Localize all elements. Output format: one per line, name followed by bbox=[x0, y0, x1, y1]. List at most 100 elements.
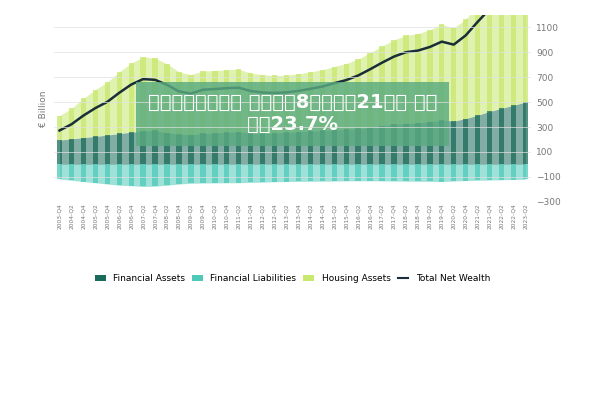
Bar bbox=[57, 116, 62, 140]
Bar bbox=[391, 124, 397, 164]
Bar bbox=[332, 164, 337, 181]
Bar bbox=[92, 164, 98, 183]
Bar bbox=[176, 134, 182, 164]
Bar bbox=[427, 30, 433, 122]
Bar bbox=[391, 164, 397, 181]
Bar bbox=[164, 133, 170, 164]
Bar bbox=[140, 57, 146, 131]
Bar bbox=[128, 132, 134, 164]
Bar bbox=[284, 132, 289, 164]
Bar bbox=[81, 98, 86, 138]
Bar bbox=[236, 69, 241, 132]
Bar bbox=[463, 164, 469, 180]
Bar bbox=[236, 164, 241, 183]
Bar bbox=[355, 164, 361, 181]
Bar bbox=[128, 63, 134, 132]
Bar bbox=[92, 90, 98, 136]
Bar bbox=[463, 118, 469, 164]
Bar bbox=[427, 164, 433, 181]
Bar bbox=[224, 132, 229, 164]
Bar bbox=[176, 72, 182, 134]
Bar bbox=[69, 164, 74, 180]
Bar bbox=[499, 164, 504, 180]
Bar bbox=[499, 0, 504, 108]
Bar bbox=[188, 164, 194, 183]
Bar bbox=[403, 36, 409, 124]
Legend: Financial Assets, Financial Liabilities, Housing Assets, Total Net Wealth: Financial Assets, Financial Liabilities,… bbox=[91, 270, 494, 287]
Bar bbox=[415, 164, 421, 181]
Bar bbox=[308, 72, 313, 131]
Bar bbox=[511, 0, 516, 105]
Bar bbox=[104, 135, 110, 164]
Bar bbox=[57, 140, 62, 164]
Bar bbox=[511, 164, 516, 180]
Bar bbox=[320, 70, 325, 130]
Bar bbox=[116, 164, 122, 185]
Bar bbox=[212, 164, 218, 183]
Bar bbox=[164, 164, 170, 185]
Bar bbox=[439, 120, 445, 164]
Bar bbox=[284, 75, 289, 132]
Bar bbox=[487, 112, 492, 164]
Bar bbox=[415, 34, 421, 123]
Bar bbox=[332, 130, 337, 164]
Bar bbox=[511, 105, 516, 164]
Bar bbox=[128, 164, 134, 186]
Bar bbox=[439, 164, 445, 182]
Bar bbox=[308, 164, 313, 181]
Bar bbox=[296, 132, 301, 164]
Bar bbox=[81, 138, 86, 164]
Bar bbox=[140, 164, 146, 186]
Bar bbox=[415, 123, 421, 164]
Bar bbox=[81, 164, 86, 182]
Bar bbox=[499, 108, 504, 164]
Bar bbox=[188, 75, 194, 135]
Bar bbox=[272, 76, 277, 133]
Bar bbox=[104, 82, 110, 135]
Bar bbox=[320, 130, 325, 164]
Bar bbox=[320, 164, 325, 181]
Bar bbox=[272, 164, 277, 182]
Bar bbox=[284, 164, 289, 182]
Text: 黄金期货配资软件 奇瑞集团8月销量趂21万辆 同比
增长23.7%: 黄金期货配资软件 奇瑞集团8月销量趂21万辆 同比 增长23.7% bbox=[148, 94, 437, 134]
Bar bbox=[164, 64, 170, 133]
Bar bbox=[236, 132, 241, 164]
Bar bbox=[344, 164, 349, 181]
Bar bbox=[367, 53, 373, 127]
Bar bbox=[523, 102, 528, 164]
Bar bbox=[152, 164, 158, 186]
Bar bbox=[200, 164, 206, 183]
Bar bbox=[308, 131, 313, 164]
Bar bbox=[355, 128, 361, 164]
Bar bbox=[200, 134, 206, 164]
Bar bbox=[451, 28, 457, 121]
Bar bbox=[367, 127, 373, 164]
Bar bbox=[116, 72, 122, 134]
Bar bbox=[224, 164, 229, 183]
Bar bbox=[403, 124, 409, 164]
Bar bbox=[439, 24, 445, 120]
Bar bbox=[248, 73, 253, 133]
Bar bbox=[57, 164, 62, 179]
Bar bbox=[260, 75, 265, 134]
Bar bbox=[403, 164, 409, 181]
Bar bbox=[475, 115, 481, 164]
Bar bbox=[176, 164, 182, 184]
Bar bbox=[224, 70, 229, 132]
Bar bbox=[296, 74, 301, 132]
Bar bbox=[260, 164, 265, 182]
Bar bbox=[200, 71, 206, 134]
Bar bbox=[152, 58, 158, 130]
Bar bbox=[248, 164, 253, 182]
Bar bbox=[391, 40, 397, 124]
Bar bbox=[379, 164, 385, 181]
Bar bbox=[367, 164, 373, 181]
Bar bbox=[344, 64, 349, 129]
Bar bbox=[260, 134, 265, 164]
Bar bbox=[451, 121, 457, 164]
Bar bbox=[463, 19, 469, 118]
Bar bbox=[116, 134, 122, 164]
Bar bbox=[69, 108, 74, 139]
Bar bbox=[188, 135, 194, 164]
Bar bbox=[523, 0, 528, 102]
